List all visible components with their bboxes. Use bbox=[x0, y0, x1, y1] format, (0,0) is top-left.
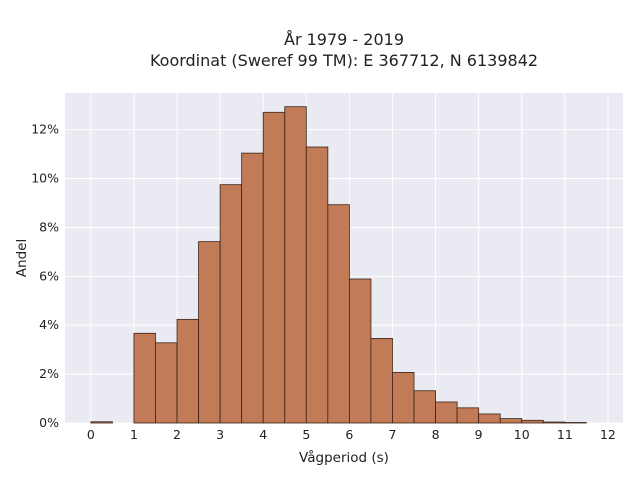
x-tick-label: 9 bbox=[475, 427, 483, 442]
x-tick-label: 11 bbox=[557, 427, 573, 442]
y-tick-label: 2% bbox=[39, 366, 59, 381]
x-tick-label: 1 bbox=[130, 427, 138, 442]
histogram-bar bbox=[413, 390, 436, 424]
y-axis-ticks: 0% 2% 4% 6% 8% 10% 12% bbox=[31, 122, 59, 430]
chart-title-line2: Koordinat (Sweref 99 TM): E 367712, N 61… bbox=[150, 51, 538, 70]
x-tick-label: 7 bbox=[388, 427, 396, 442]
histogram-bar bbox=[435, 401, 458, 424]
y-tick-label: 10% bbox=[31, 171, 59, 186]
histogram-bar bbox=[176, 318, 199, 424]
y-tick-label: 0% bbox=[39, 415, 59, 430]
y-tick-label: 12% bbox=[31, 122, 59, 137]
histogram-bar bbox=[241, 152, 264, 424]
x-axis-label: Vågperiod (s) bbox=[299, 449, 389, 466]
histogram-bar bbox=[284, 106, 307, 424]
histogram-bar bbox=[305, 146, 329, 424]
histogram-bar bbox=[392, 371, 415, 424]
histogram-bar bbox=[90, 421, 113, 424]
x-tick-label: 10 bbox=[514, 427, 530, 442]
x-axis-ticks: 0 1 2 3 4 5 6 7 8 9 10 11 12 bbox=[87, 427, 616, 442]
histogram-bar bbox=[219, 184, 243, 424]
histogram-bar bbox=[198, 241, 221, 424]
x-tick-label: 8 bbox=[432, 427, 440, 442]
histogram-bar bbox=[478, 413, 501, 424]
x-tick-label: 6 bbox=[345, 427, 353, 442]
histogram-bar bbox=[327, 204, 350, 424]
x-tick-label: 2 bbox=[173, 427, 181, 442]
y-tick-label: 6% bbox=[39, 268, 59, 283]
y-axis-label: Andel bbox=[14, 239, 30, 277]
histogram-bar bbox=[542, 421, 566, 424]
y-tick-label: 8% bbox=[39, 219, 59, 234]
histogram-bar bbox=[456, 407, 480, 424]
histogram-bar bbox=[499, 418, 523, 424]
histogram-bar bbox=[262, 111, 286, 424]
y-tick-label: 4% bbox=[39, 317, 59, 332]
x-tick-label: 5 bbox=[302, 427, 310, 442]
x-tick-label: 0 bbox=[87, 427, 95, 442]
histogram-bar bbox=[370, 338, 393, 424]
histogram-bars bbox=[90, 106, 587, 424]
x-tick-label: 12 bbox=[600, 427, 616, 442]
x-tick-label: 3 bbox=[216, 427, 224, 442]
histogram-bar bbox=[348, 278, 372, 424]
histogram-bar bbox=[155, 342, 178, 424]
x-tick-label: 4 bbox=[259, 427, 267, 442]
histogram-bar bbox=[133, 332, 156, 424]
chart-title-line1: År 1979 - 2019 bbox=[284, 30, 404, 49]
histogram-bar bbox=[521, 419, 544, 424]
